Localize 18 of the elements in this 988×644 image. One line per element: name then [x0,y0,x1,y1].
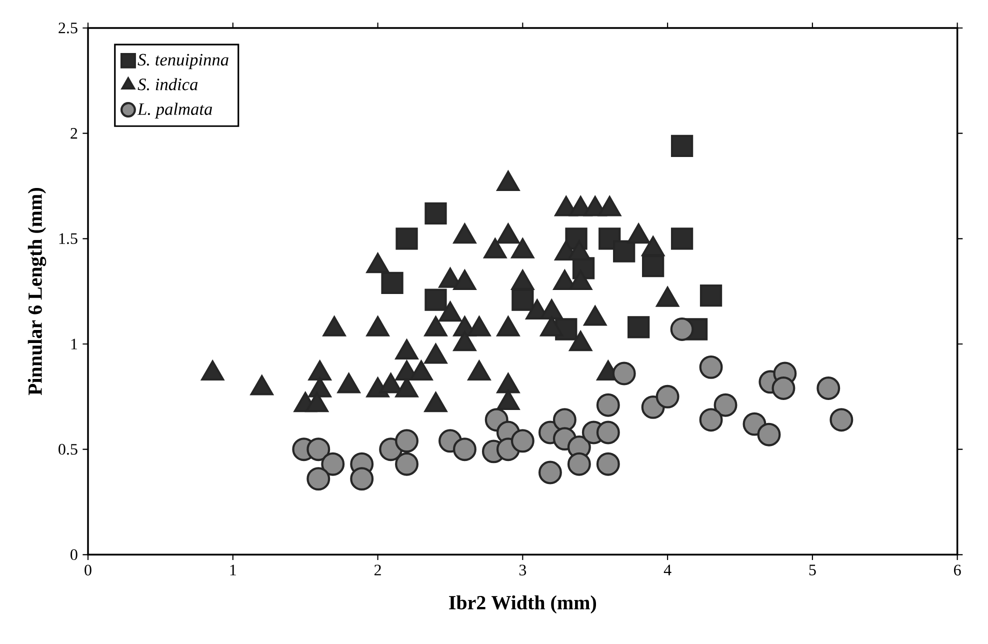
y-tick-label: 2.5 [58,22,78,34]
legend-label: S. indica [138,78,198,90]
y-tick-label: 1 [71,338,78,350]
x-axis-title: Ibr2 Width (mm) [449,595,596,614]
y-tick-label: 1.5 [59,233,78,244]
legend-label: L. palmata [137,102,212,118]
x-tick-label: 0 [84,564,92,576]
y-axis-title: Pinnular 6 Length (mm) [28,188,46,396]
legend-label: S. tenuipinna [138,54,228,70]
x-tick-label: 1 [230,564,236,576]
x-tick-label: 4 [664,564,672,576]
x-tick-label: 5 [809,564,816,576]
x-tick-label: 3 [519,564,526,576]
y-tick-label: 0.5 [58,444,78,455]
x-tick-label: 6 [954,564,961,576]
y-tick-label: 2 [70,128,78,139]
x-tick-label: 2 [374,564,381,576]
y-tick-label: 0 [70,549,78,560]
